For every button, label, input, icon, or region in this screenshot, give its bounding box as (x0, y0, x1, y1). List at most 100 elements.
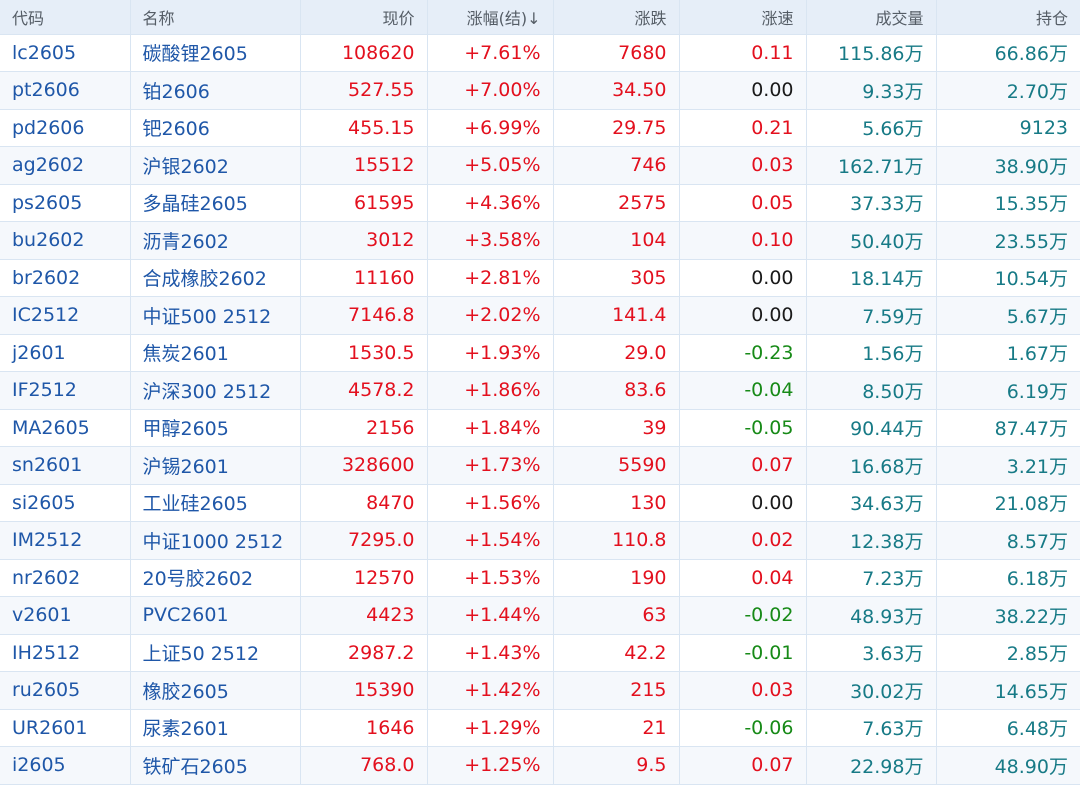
cell-code: bu2602 (0, 221, 131, 260)
cell-code: sn2601 (0, 446, 131, 485)
cell-code: lc2605 (0, 34, 131, 72)
cell-price: 8470 (300, 484, 428, 522)
table-row[interactable]: v2601 PVC2601 4423 +1.44% 63 -0.02 48.93万 38.22… (0, 596, 1080, 635)
cell-open-interest: 23.55万 (936, 221, 1080, 260)
cell-open-interest: 1.67万 (936, 334, 1080, 372)
cell-name: 碳酸锂2605 (130, 34, 301, 72)
cell-volume: 34.63万 (806, 484, 937, 522)
column-header-open-interest[interactable]: 持仓 (936, 0, 1080, 35)
cell-open-interest: 6.18万 (936, 559, 1080, 597)
cell-change-percent: +1.86% (427, 371, 554, 410)
table-row[interactable]: nr2602 20号胶2602 12570 +1.53% 190 0.04 7.23万 6.1… (0, 559, 1080, 597)
table-row[interactable]: si2605 工业硅2605 8470 +1.56% 130 0.00 34.63万 21.0… (0, 484, 1080, 522)
column-header-speed[interactable]: 涨速 (679, 0, 807, 35)
cell-change: 190 (553, 559, 680, 597)
cell-price: 2987.2 (300, 634, 428, 672)
table-row[interactable]: i2605 铁矿石2605 768.0 +1.25% 9.5 0.07 22.98万 48.9… (0, 746, 1080, 785)
cell-change-percent: +1.73% (427, 446, 554, 485)
cell-speed: 0.00 (679, 259, 807, 297)
cell-name: 合成橡胶2602 (130, 259, 301, 297)
cell-name: 中证1000 2512 (130, 521, 301, 560)
cell-change: 7680 (553, 34, 680, 72)
table-row[interactable]: ru2605 橡胶2605 15390 +1.42% 215 0.03 30.02万 14.6… (0, 671, 1080, 710)
cell-price: 768.0 (300, 746, 428, 785)
cell-price: 328600 (300, 446, 428, 485)
cell-code: nr2602 (0, 559, 131, 597)
cell-volume: 162.71万 (806, 146, 937, 185)
cell-name: 铂2606 (130, 71, 301, 110)
table-row[interactable]: sn2601 沪锡2601 328600 +1.73% 5590 0.07 16.68万 3.… (0, 446, 1080, 485)
cell-change: 2575 (553, 184, 680, 222)
column-header-name[interactable]: 名称 (130, 0, 301, 35)
cell-volume: 8.50万 (806, 371, 937, 410)
table-row[interactable]: pd2606 钯2606 455.15 +6.99% 29.75 0.21 5.66万 912… (0, 109, 1080, 147)
cell-change: 34.50 (553, 71, 680, 110)
column-header-change-percent[interactable]: 涨幅(结)↓ (427, 0, 554, 35)
cell-open-interest: 5.67万 (936, 296, 1080, 335)
cell-change: 29.75 (553, 109, 680, 147)
column-header-price[interactable]: 现价 (300, 0, 428, 35)
cell-name: 沪银2602 (130, 146, 301, 185)
cell-name: 中证500 2512 (130, 296, 301, 335)
cell-change: 39 (553, 409, 680, 447)
table-row[interactable]: bu2602 沥青2602 3012 +3.58% 104 0.10 50.40万 23.55… (0, 221, 1080, 260)
cell-change-percent: +4.36% (427, 184, 554, 222)
cell-volume: 9.33万 (806, 71, 937, 110)
table-body: lc2605 碳酸锂2605 108620 +7.61% 7680 0.11 115.86万… (0, 34, 1080, 785)
cell-code: pt2606 (0, 71, 131, 110)
table-row[interactable]: IH2512 上证50 2512 2987.2 +1.43% 42.2 -0.01 3.63… (0, 634, 1080, 672)
cell-code: IF2512 (0, 371, 131, 410)
cell-change-percent: +1.42% (427, 671, 554, 710)
cell-volume: 48.93万 (806, 596, 937, 635)
cell-open-interest: 48.90万 (936, 746, 1080, 785)
cell-speed: 0.03 (679, 671, 807, 710)
cell-speed: 0.21 (679, 109, 807, 147)
cell-change: 110.8 (553, 521, 680, 560)
table-row[interactable]: IC2512 中证500 2512 7146.8 +2.02% 141.4 0.00 7.5… (0, 296, 1080, 335)
cell-volume: 5.66万 (806, 109, 937, 147)
cell-change-percent: +1.53% (427, 559, 554, 597)
cell-volume: 30.02万 (806, 671, 937, 710)
cell-price: 15390 (300, 671, 428, 710)
cell-change: 746 (553, 146, 680, 185)
table-row[interactable]: ag2602 沪银2602 15512 +5.05% 746 0.03 162.71万 38.… (0, 146, 1080, 185)
column-header-volume[interactable]: 成交量 (806, 0, 937, 35)
cell-speed: -0.02 (679, 596, 807, 635)
table-row[interactable]: MA2605 甲醇2605 2156 +1.84% 39 -0.05 90.44万 87.47… (0, 409, 1080, 447)
table-row[interactable]: lc2605 碳酸锂2605 108620 +7.61% 7680 0.11 115.86万… (0, 34, 1080, 72)
cell-volume: 1.56万 (806, 334, 937, 372)
table-row[interactable]: pt2606 铂2606 527.55 +7.00% 34.50 0.00 9.33万 2.7… (0, 71, 1080, 110)
cell-open-interest: 10.54万 (936, 259, 1080, 297)
cell-change: 215 (553, 671, 680, 710)
cell-speed: 0.00 (679, 296, 807, 335)
cell-speed: 0.10 (679, 221, 807, 260)
cell-code: j2601 (0, 334, 131, 372)
column-header-code[interactable]: 代码 (0, 0, 131, 35)
cell-price: 527.55 (300, 71, 428, 110)
cell-volume: 12.38万 (806, 521, 937, 560)
cell-price: 4578.2 (300, 371, 428, 410)
cell-name: 沥青2602 (130, 221, 301, 260)
table-row[interactable]: j2601 焦炭2601 1530.5 +1.93% 29.0 -0.23 1.56万 1.6… (0, 334, 1080, 372)
cell-name: 工业硅2605 (130, 484, 301, 522)
cell-change-percent: +1.84% (427, 409, 554, 447)
cell-change-percent: +2.81% (427, 259, 554, 297)
cell-name: 多晶硅2605 (130, 184, 301, 222)
table-row[interactable]: br2602 合成橡胶2602 11160 +2.81% 305 0.00 18.14万 10… (0, 259, 1080, 297)
cell-name: 沪深300 2512 (130, 371, 301, 410)
table-row[interactable]: UR2601 尿素2601 1646 +1.29% 21 -0.06 7.63万 6.48万 (0, 709, 1080, 747)
table-row[interactable]: IF2512 沪深300 2512 4578.2 +1.86% 83.6 -0.04 8.5… (0, 371, 1080, 410)
table-row[interactable]: ps2605 多晶硅2605 61595 +4.36% 2575 0.05 37.33万 15… (0, 184, 1080, 222)
cell-change: 141.4 (553, 296, 680, 335)
cell-change-percent: +1.25% (427, 746, 554, 785)
cell-speed: -0.04 (679, 371, 807, 410)
cell-volume: 90.44万 (806, 409, 937, 447)
cell-change: 21 (553, 709, 680, 747)
column-header-change[interactable]: 涨跌 (553, 0, 680, 35)
cell-name: 尿素2601 (130, 709, 301, 747)
table-row[interactable]: IM2512 中证1000 2512 7295.0 +1.54% 110.8 0.02 12… (0, 521, 1080, 560)
cell-price: 7146.8 (300, 296, 428, 335)
cell-price: 2156 (300, 409, 428, 447)
cell-code: br2602 (0, 259, 131, 297)
